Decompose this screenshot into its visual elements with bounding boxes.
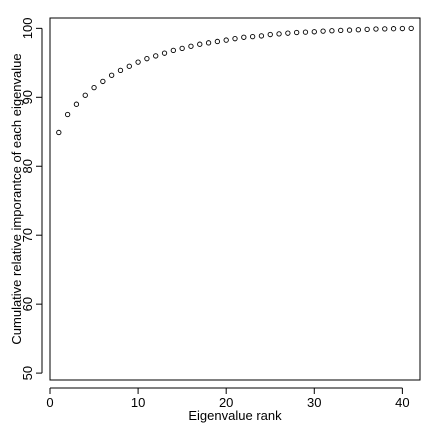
data-point bbox=[144, 56, 150, 62]
data-point bbox=[285, 30, 291, 36]
data-point bbox=[364, 26, 370, 33]
x-tick-label: 40 bbox=[395, 395, 409, 410]
data-point bbox=[267, 31, 273, 38]
data-point bbox=[197, 41, 203, 47]
data-point bbox=[91, 84, 97, 91]
data-point bbox=[408, 25, 414, 31]
data-point bbox=[338, 27, 344, 34]
data-point bbox=[241, 34, 247, 40]
data-point bbox=[355, 27, 361, 33]
data-point bbox=[390, 26, 397, 32]
plot-box bbox=[49, 17, 421, 381]
x-tick-label: 20 bbox=[219, 395, 233, 410]
y-tick-label: 70 bbox=[20, 228, 35, 242]
data-point bbox=[373, 26, 379, 32]
data-point bbox=[153, 53, 159, 59]
data-point bbox=[276, 31, 282, 37]
data-point bbox=[249, 33, 256, 40]
x-axis: 0 10 20 30 40 bbox=[46, 387, 410, 410]
data-point bbox=[346, 27, 353, 33]
data-point bbox=[320, 28, 326, 34]
data-point bbox=[73, 101, 80, 107]
data-point bbox=[82, 92, 88, 98]
data-point bbox=[126, 63, 132, 69]
x-tick-label: 30 bbox=[307, 395, 321, 410]
data-point bbox=[214, 38, 221, 45]
data-point bbox=[232, 36, 238, 42]
y-axis: 50 60 70 80 90 100 bbox=[20, 17, 43, 380]
x-axis-label: Eigenvalue rank bbox=[188, 408, 282, 423]
data-point bbox=[135, 59, 141, 65]
data-point bbox=[302, 29, 309, 35]
data-point bbox=[205, 40, 212, 46]
data-point bbox=[223, 37, 229, 43]
data-point bbox=[329, 28, 335, 34]
data-point bbox=[64, 111, 71, 118]
y-tick-label: 90 bbox=[20, 90, 35, 104]
y-tick-label: 100 bbox=[20, 17, 35, 39]
data-points bbox=[56, 25, 414, 136]
x-tick-label: 10 bbox=[131, 395, 145, 410]
data-point bbox=[56, 129, 62, 136]
data-point bbox=[109, 72, 115, 78]
data-point bbox=[311, 29, 317, 35]
y-axis-label: Cumulative relative imporantce of each e… bbox=[9, 53, 24, 344]
data-point bbox=[258, 33, 265, 39]
data-point bbox=[399, 25, 406, 32]
y-tick-label: 80 bbox=[20, 159, 35, 173]
data-point bbox=[179, 45, 185, 51]
y-tick-label: 50 bbox=[20, 366, 35, 380]
y-tick-label: 60 bbox=[20, 297, 35, 311]
data-point bbox=[170, 47, 176, 54]
data-point bbox=[100, 78, 106, 85]
data-point bbox=[188, 43, 194, 49]
data-point bbox=[117, 67, 124, 74]
data-point bbox=[161, 50, 168, 56]
data-point bbox=[294, 29, 300, 36]
data-point bbox=[382, 26, 388, 32]
x-tick-label: 0 bbox=[46, 395, 53, 410]
